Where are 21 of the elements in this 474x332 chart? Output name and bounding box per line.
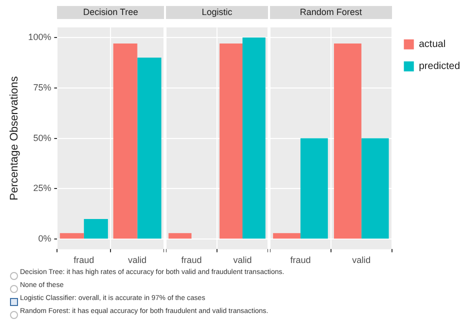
y-tick-label: 25%: [33, 183, 52, 194]
x-tick-label: fraud: [181, 255, 202, 266]
y-tick-label: 50%: [33, 132, 52, 143]
x-tick-label: fraud: [290, 255, 311, 266]
legend-label: predicted: [418, 61, 460, 72]
x-tick-label: valid: [233, 255, 252, 266]
bar: [84, 218, 108, 239]
legend-label: actual: [418, 39, 446, 50]
chart-title: Decision Tree: [57, 6, 164, 19]
y-tick-label: 0%: [38, 234, 52, 244]
chart-title: Random Forest: [270, 6, 392, 19]
bar: [137, 58, 162, 239]
chart-title: Logistic: [166, 6, 268, 19]
y-axis-title: Percentage Observations: [8, 76, 21, 200]
y-tick-label: 100%: [28, 32, 52, 42]
x-tick-label: valid: [352, 255, 371, 266]
x-tick-label: fraud: [74, 255, 94, 266]
x-tick-label: valid: [128, 255, 147, 266]
y-tick-label: 75%: [33, 82, 52, 92]
bar: [113, 44, 138, 239]
bar: [60, 233, 84, 239]
